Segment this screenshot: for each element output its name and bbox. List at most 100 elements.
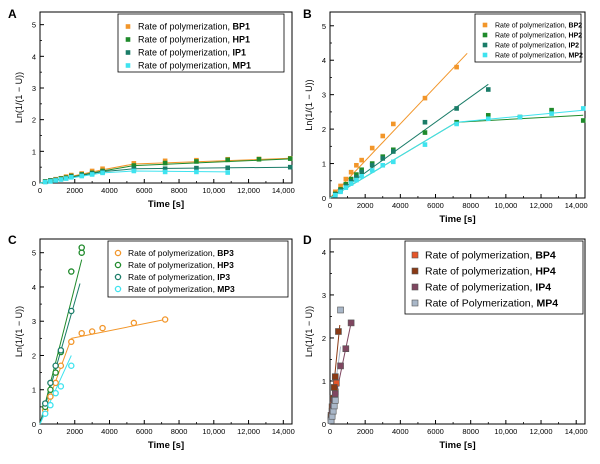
x-tick-label: 0 <box>38 427 42 436</box>
legend-marker-BP4 <box>411 251 419 259</box>
legend-marker-BP3 <box>114 249 122 257</box>
legend-entry-code: HP3 <box>217 260 234 270</box>
x-tick-label: 0 <box>38 186 42 195</box>
legend: Rate of polymerization, BP2 Rate of polym… <box>474 13 583 63</box>
point-IP2 <box>354 175 359 180</box>
legend: Rate of polymerization, BP4 Rate of polym… <box>404 240 584 315</box>
y-axis-label: Ln(1/(1 − U)) <box>304 306 314 357</box>
panel-B: B 0 2000 4000 6000 8000 10,000 12,000 14,000 0 1 2 3… <box>303 7 588 225</box>
point-IP2 <box>422 119 428 125</box>
y-tick-label: 4 <box>322 56 326 65</box>
point-MP1 <box>58 177 64 182</box>
point-HP4 <box>331 373 339 380</box>
point-IP3 <box>41 400 49 407</box>
panel-A: A 0 2000 4000 6000 8000 10,000 12,000 14,000 0 1 2 3… <box>8 7 295 210</box>
y-tick-label: 0 <box>322 194 326 203</box>
point-MP2 <box>422 142 428 147</box>
point-MP1 <box>89 172 95 177</box>
legend-entry-BP3: Rate of polymerization, BP3 <box>128 248 234 258</box>
point-MP3 <box>68 362 75 370</box>
point-BP3 <box>161 316 169 323</box>
legend-entry-BP2: Rate of polymerization, BP2 <box>495 22 582 29</box>
x-tick-label: 8000 <box>171 186 188 195</box>
y-tick-label: 4 <box>32 283 36 292</box>
legend-entry-IP3: Rate of polymerization, IP3 <box>128 272 230 282</box>
point-IP2 <box>369 162 375 168</box>
point-MP2 <box>549 111 554 116</box>
x-tick-label: 2000 <box>66 186 83 195</box>
y-tick-label: 2 <box>32 116 36 125</box>
point-MP4 <box>331 397 339 404</box>
point-MP2 <box>359 174 364 179</box>
point-IP3 <box>57 347 65 354</box>
point-IP2 <box>359 169 364 175</box>
legend-entry-code: HP1 <box>233 35 251 45</box>
legend-marker-BP1 <box>125 24 131 29</box>
y-tick-label: 3 <box>322 91 326 100</box>
x-tick-label: 10,000 <box>202 427 225 436</box>
point-IP3 <box>47 379 54 387</box>
legend-entry-code: IP2 <box>569 42 580 49</box>
point-MP2 <box>354 177 359 183</box>
legend-marker-HP2 <box>482 32 488 38</box>
legend-marker-MP1 <box>125 63 131 68</box>
point-HP1 <box>131 163 137 168</box>
point-HP2 <box>348 176 354 182</box>
legend-entry-BP1: Rate of polymerization, BP1 <box>138 22 250 32</box>
legend-entry-IP1: Rate of polymerization, IP1 <box>138 48 246 58</box>
legend-entry-code: IP3 <box>217 272 230 282</box>
point-BP2 <box>422 95 428 101</box>
y-tick-label: 0 <box>32 420 36 429</box>
point-IP2 <box>454 106 459 111</box>
point-HP1 <box>287 156 293 161</box>
point-MP4 <box>337 306 344 314</box>
point-MP2 <box>332 192 338 198</box>
x-axis-label: Time [s] <box>439 214 475 225</box>
legend-marker-IP4 <box>411 283 419 291</box>
point-BP2 <box>369 145 375 151</box>
point-HP1 <box>225 157 230 163</box>
y-tick-label: 5 <box>32 21 36 30</box>
point-IP1 <box>162 166 168 172</box>
point-IP1 <box>194 165 199 171</box>
point-BP3 <box>88 328 96 335</box>
panel-C: C 0 2000 4000 6000 8000 10,000 12,000 14,000 0 1 2 3… <box>8 233 295 451</box>
point-MP1 <box>42 179 48 185</box>
point-IP4 <box>347 319 355 327</box>
point-BP3 <box>78 329 85 337</box>
legend-box <box>107 240 289 298</box>
point-HP2 <box>422 130 428 135</box>
legend-entry-code: BP1 <box>233 22 251 32</box>
x-tick-label: 4000 <box>101 186 118 195</box>
x-tick-label: 0 <box>328 201 332 210</box>
point-IP1 <box>287 164 293 170</box>
y-tick-label: 1 <box>322 160 326 169</box>
y-tick-label: 2 <box>32 351 36 360</box>
x-tick-label: 8000 <box>171 427 188 436</box>
x-tick-label: 10,000 <box>494 201 517 210</box>
point-BP3 <box>47 393 54 400</box>
point-IP4 <box>342 345 350 353</box>
x-tick-label: 10,000 <box>494 427 517 436</box>
point-HP2 <box>485 113 491 118</box>
x-tick-label: 0 <box>328 427 332 436</box>
point-MP4 <box>330 402 338 410</box>
point-MP2 <box>338 189 343 195</box>
point-BP3 <box>99 324 106 332</box>
legend-entry-IP2: Rate of polymerization, IP2 <box>495 42 579 49</box>
x-tick-label: 8000 <box>462 427 479 436</box>
point-MP1 <box>100 170 105 176</box>
point-HP3 <box>68 268 75 275</box>
x-tick-label: 4000 <box>101 427 118 436</box>
panel-letter: A <box>8 7 17 21</box>
point-MP2 <box>454 121 459 127</box>
point-IP2 <box>380 156 386 161</box>
point-MP2 <box>348 181 354 186</box>
legend-box <box>404 240 584 315</box>
y-tick-label: 2 <box>322 334 326 343</box>
point-MP2 <box>391 159 396 165</box>
point-BP2 <box>380 133 386 139</box>
point-BP2 <box>354 162 359 168</box>
point-BP2 <box>359 157 364 163</box>
point-HP4 <box>335 328 342 335</box>
